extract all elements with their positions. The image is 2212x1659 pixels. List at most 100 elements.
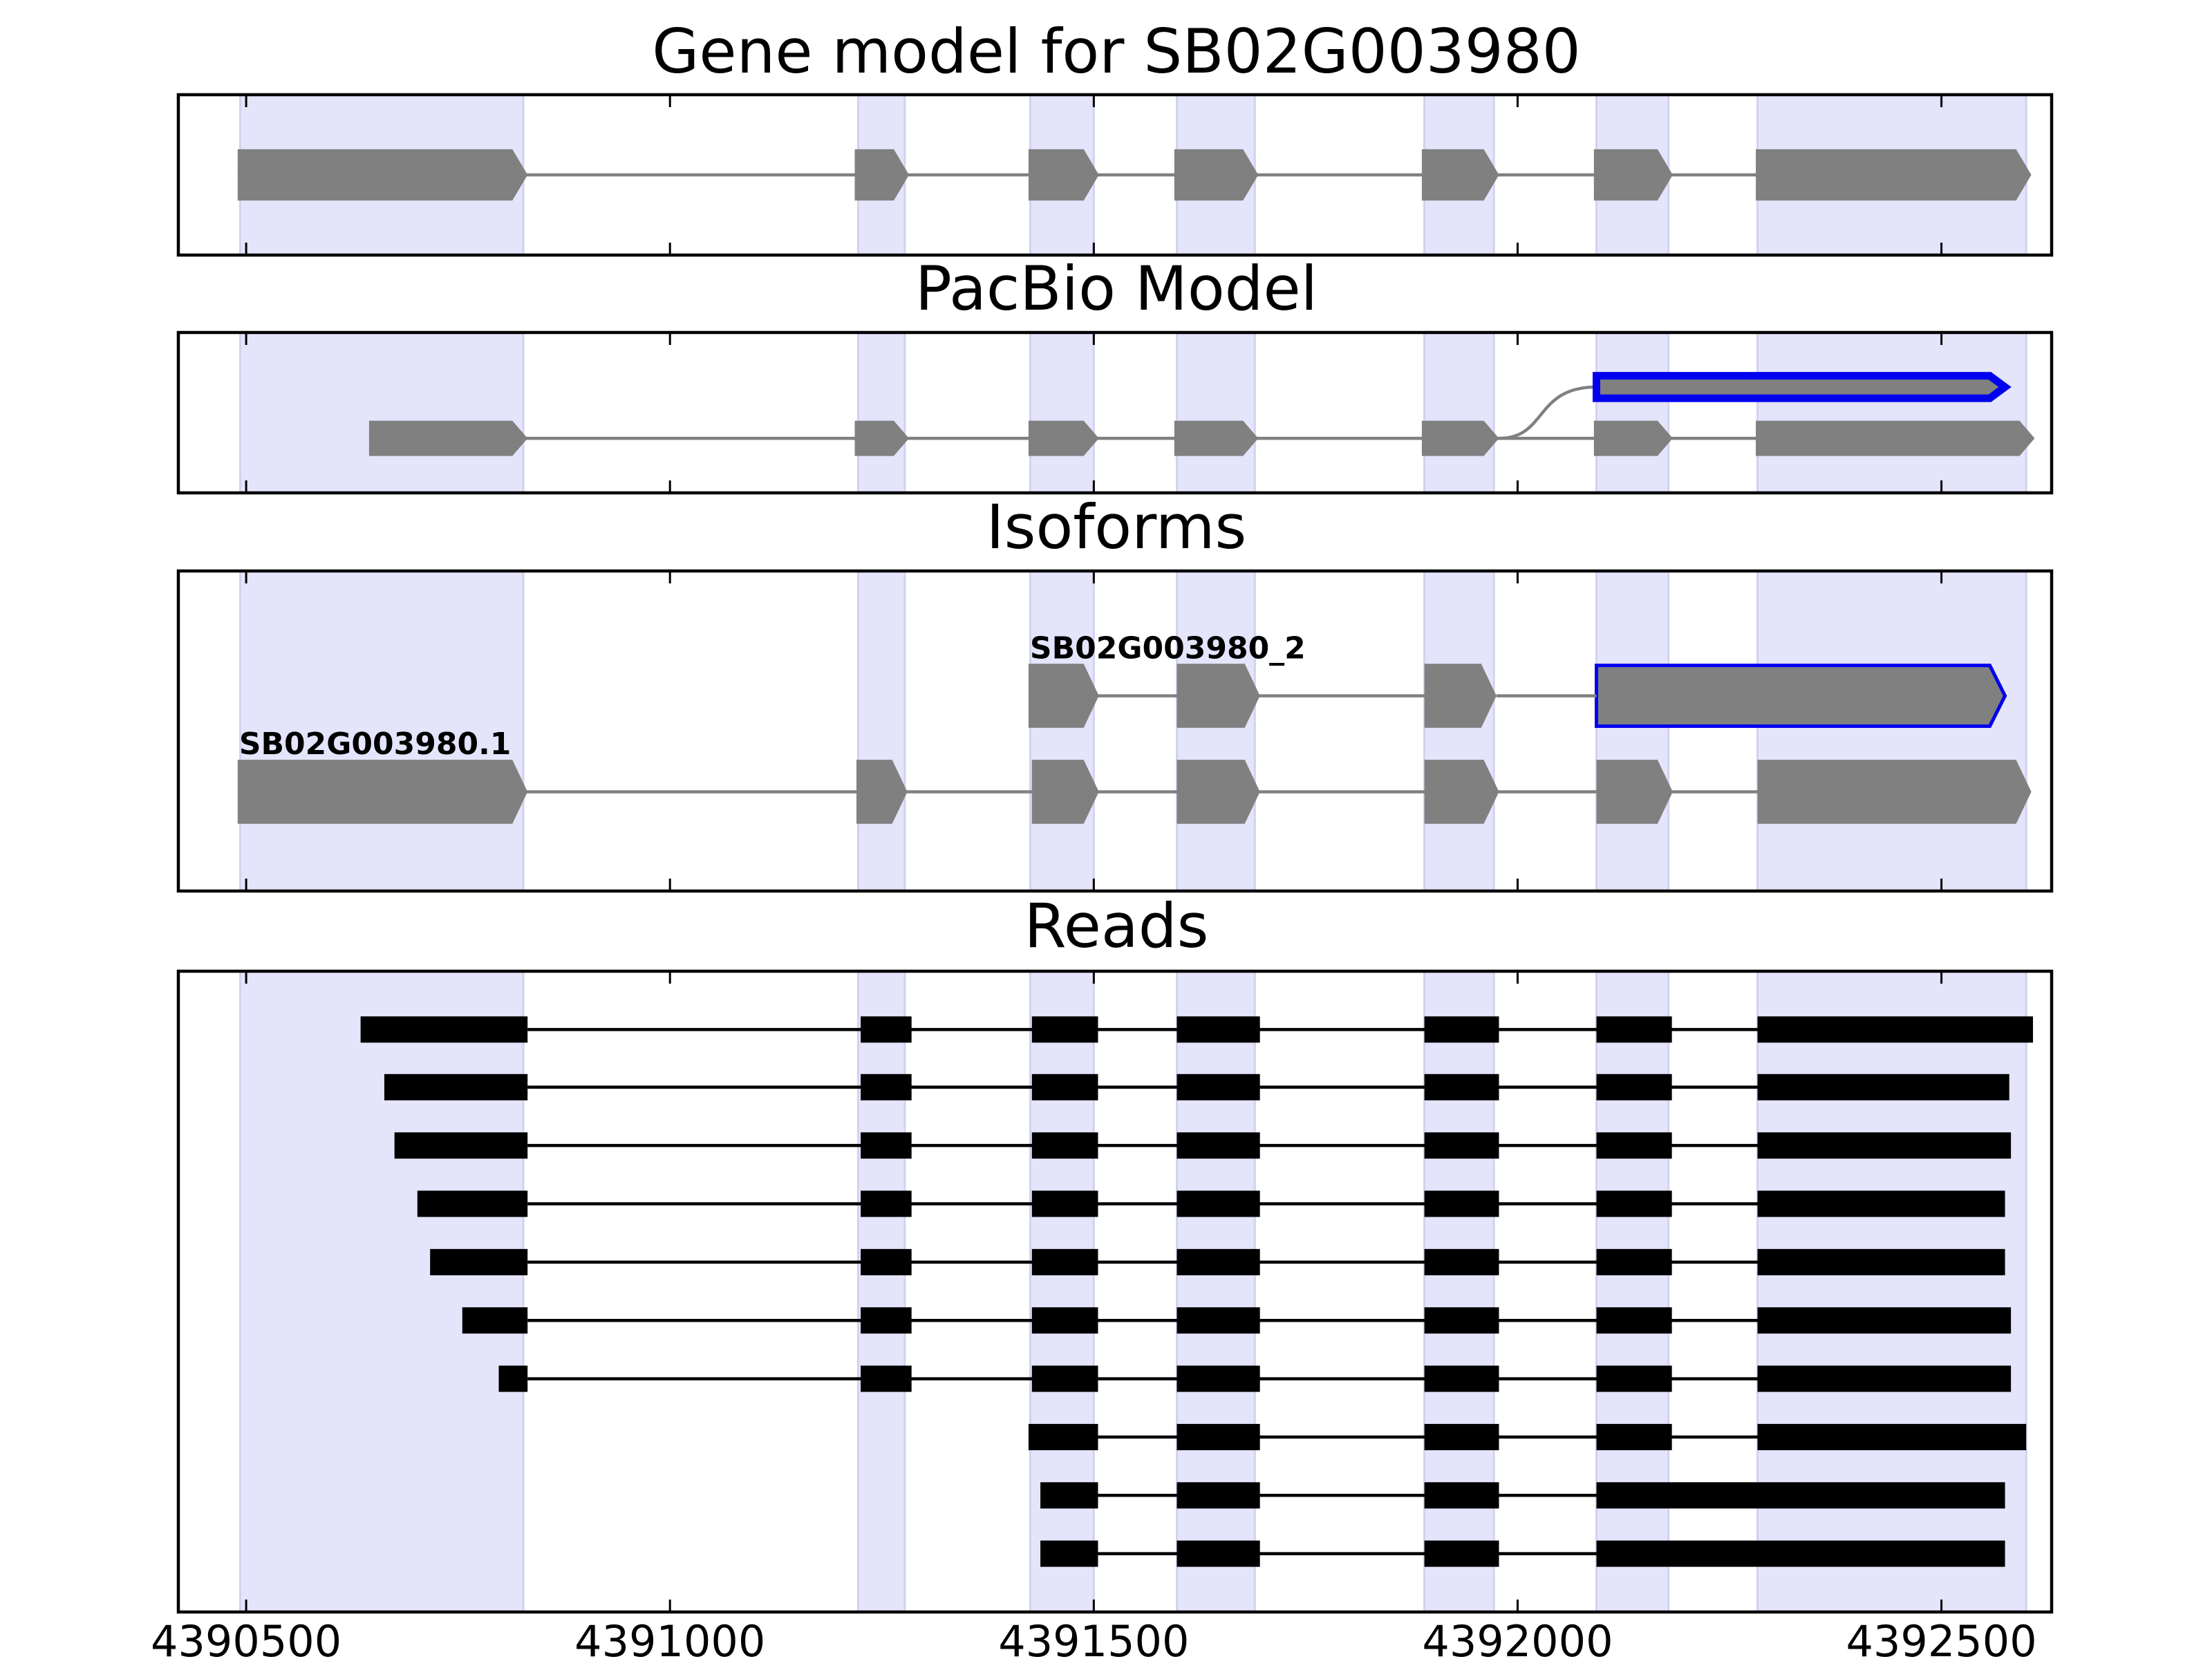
- read-block: [1177, 1365, 1260, 1392]
- exon-region-shade: [1595, 331, 1670, 494]
- transcript-track: [237, 149, 2032, 201]
- exon-arrow: [1028, 664, 1099, 728]
- panel-isoforms: Isoforms SB02G003980.1 SB02G003980_2: [176, 491, 2054, 893]
- read-block: [1596, 1482, 2005, 1509]
- exon-region-shade: [1176, 970, 1256, 1613]
- read-block: [1596, 1016, 1672, 1043]
- features-pacbio-model: [368, 372, 2035, 456]
- read-block: [1596, 1190, 1672, 1217]
- read-block: [394, 1132, 528, 1159]
- read-block: [1040, 1482, 1098, 1509]
- read-block: [1177, 1307, 1260, 1334]
- exon-region-shade: [1595, 970, 1670, 1613]
- transcript-track: [1499, 372, 2012, 440]
- read-block: [861, 1074, 912, 1100]
- x-tick-label: 4392000: [1422, 1616, 1613, 1659]
- x-ticks-isoforms: [245, 571, 1943, 891]
- exon-region-shade: [856, 331, 906, 494]
- exon-region-shade: [1176, 570, 1256, 892]
- exon-arrow: [1177, 664, 1260, 728]
- exon-region-shade: [1029, 570, 1095, 892]
- read-block: [861, 1248, 912, 1275]
- x-tick-label: 4391000: [574, 1616, 765, 1659]
- exon-arrow: [1593, 420, 1673, 456]
- read-block: [1596, 1248, 1672, 1275]
- read-block: [1177, 1074, 1260, 1100]
- isoform-label: SB02G003980.1: [239, 727, 512, 762]
- read-block: [384, 1074, 528, 1100]
- read-block: [1424, 1482, 1499, 1509]
- read-block: [462, 1307, 528, 1334]
- read-block: [1177, 1248, 1260, 1275]
- transcript-track: SB02G003980.1: [237, 727, 2032, 824]
- read-block: [1031, 1248, 1098, 1275]
- panel-reads: Reads 4390500 4391000 4391500 4392000 439250…: [151, 890, 2054, 1659]
- read-block: [1031, 1016, 1098, 1043]
- features-reads: [360, 1016, 2034, 1567]
- exon-region-shade: [1423, 331, 1495, 494]
- panel-title-isoforms: Isoforms: [986, 491, 1247, 563]
- read-block: [1031, 1307, 1098, 1334]
- read-block: [430, 1248, 528, 1275]
- exon-arrow: [1174, 149, 1259, 201]
- read-block: [417, 1190, 528, 1217]
- highlighted-exon: [1593, 372, 2012, 402]
- read-track: [498, 1365, 2012, 1392]
- read-block: [1757, 1016, 2034, 1043]
- read-block: [1028, 1423, 1098, 1450]
- branch-connector: [1499, 385, 1597, 440]
- read-block: [1757, 1423, 2027, 1450]
- read-block: [1424, 1074, 1499, 1100]
- read-track: [1028, 1423, 2027, 1450]
- read-track: [462, 1307, 2012, 1334]
- read-block: [861, 1132, 912, 1159]
- read-block: [1757, 1132, 2012, 1159]
- exon-region-shade: [239, 331, 525, 494]
- transcript-track: [1595, 664, 2007, 729]
- exon-arrow: [1424, 664, 1497, 728]
- features-gene-model: [237, 149, 2032, 201]
- highlighted-exon: [1595, 664, 2007, 729]
- read-block: [861, 1365, 912, 1392]
- exon-arrow: [1756, 420, 2035, 456]
- panel-title-gene-model: Gene model for SB02G003980: [652, 16, 1581, 87]
- read-block: [1596, 1132, 1672, 1159]
- exon-region-shade: [1029, 331, 1095, 494]
- read-block: [360, 1016, 528, 1043]
- exon-arrow: [1028, 149, 1099, 201]
- isoform-label: SB02G003980_2: [1030, 630, 1306, 666]
- axes-frame-pacbio-model: [176, 330, 2054, 495]
- read-block: [1596, 1074, 1672, 1100]
- exon-regions-pacbio-model: [239, 331, 2027, 494]
- read-block: [1424, 1540, 1499, 1567]
- read-block: [1424, 1365, 1499, 1392]
- read-block: [1177, 1540, 1260, 1567]
- read-block: [1177, 1190, 1260, 1217]
- exon-region-shade: [1756, 331, 2027, 494]
- read-block: [1031, 1190, 1098, 1217]
- exon-arrow: [1028, 420, 1099, 456]
- read-block: [1424, 1423, 1499, 1450]
- exon-region-shade: [1756, 970, 2027, 1613]
- x-ticks-reads: [245, 971, 1943, 1612]
- read-block: [1757, 1365, 2012, 1392]
- read-block: [1757, 1074, 2009, 1100]
- read-block: [1424, 1132, 1499, 1159]
- panel-pacbio-model: PacBio Model: [176, 253, 2054, 495]
- exon-arrow: [1424, 760, 1499, 824]
- read-block: [1424, 1190, 1499, 1217]
- read-block: [861, 1307, 912, 1334]
- read-block: [1177, 1482, 1260, 1509]
- read-block: [1596, 1423, 1672, 1450]
- exon-region-shade: [856, 570, 906, 892]
- exon-region-shade: [1029, 970, 1095, 1613]
- x-ticks-pacbio-model: [245, 332, 1943, 493]
- exon-region-shade: [239, 970, 525, 1613]
- exon-arrow: [1593, 149, 1673, 201]
- read-block: [1757, 1190, 2005, 1217]
- transcript-track: [368, 420, 2035, 456]
- read-block: [1757, 1248, 2005, 1275]
- exon-region-shade: [1176, 331, 1256, 494]
- exon-arrow: [854, 149, 910, 201]
